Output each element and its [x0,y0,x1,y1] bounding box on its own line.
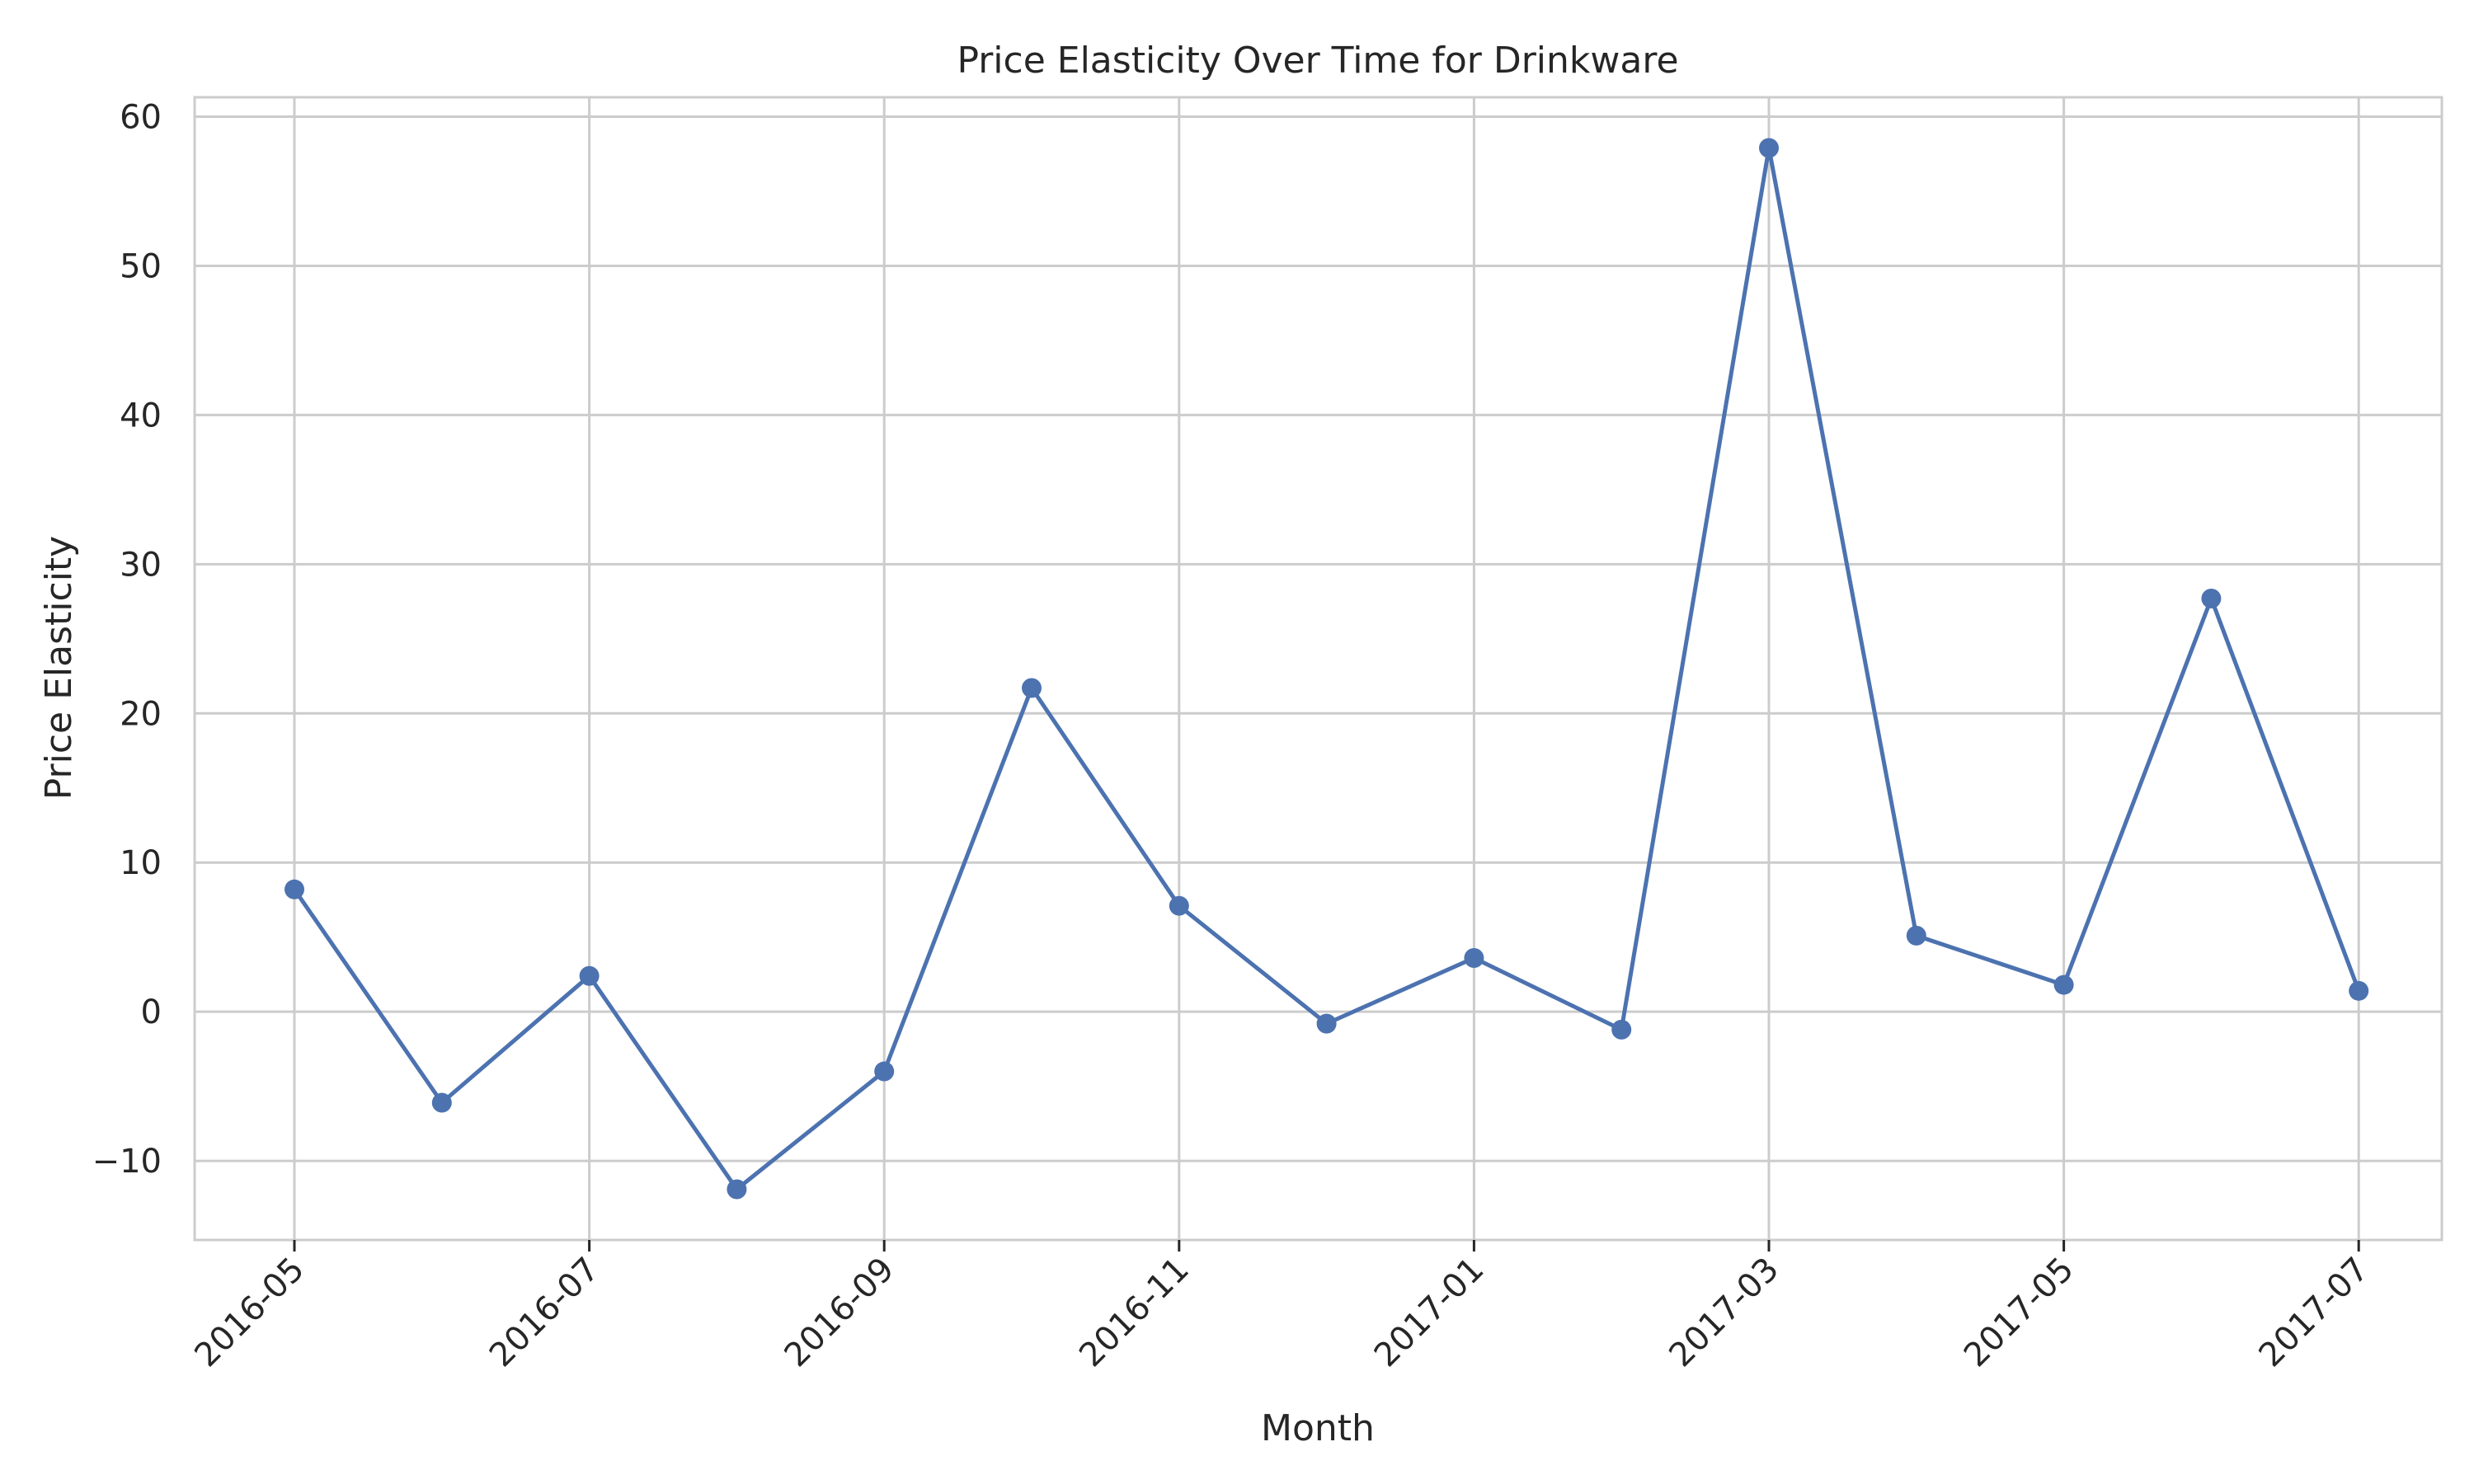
y-tick-label: 30 [120,546,162,584]
data-point [2053,974,2074,995]
data-point [285,879,304,899]
data-point [579,965,600,986]
data-point [2201,588,2222,608]
data-point [1906,925,1926,946]
data-point [1316,1013,1337,1034]
y-tick-label: 40 [120,397,162,434]
data-point [1169,895,1189,916]
y-tick-label: −10 [92,1143,162,1181]
chart-title: Price Elasticity Over Time for Drinkware [957,40,1678,82]
data-point [727,1179,747,1200]
data-point [2349,980,2369,1001]
x-axis-label: Month [1261,1407,1375,1449]
y-tick-label: 20 [120,695,162,733]
data-point [874,1061,895,1082]
data-point [1759,138,1779,158]
plot-frame [193,96,2443,1242]
y-tick-label: 0 [141,993,162,1031]
data-point [1022,678,1042,698]
y-tick-label: 10 [120,844,162,882]
data-point [431,1092,452,1113]
y-axis-ticks: −10 0 10 20 30 40 50 60 [92,99,162,1181]
y-tick-label: 50 [120,247,162,285]
y-axis-label: Price Elasticity [38,536,80,800]
data-point [1611,1019,1632,1040]
y-tick-label: 60 [120,99,162,137]
grid-lines [195,97,2442,1240]
series-layer [285,138,2369,1200]
data-point [1464,948,1484,969]
